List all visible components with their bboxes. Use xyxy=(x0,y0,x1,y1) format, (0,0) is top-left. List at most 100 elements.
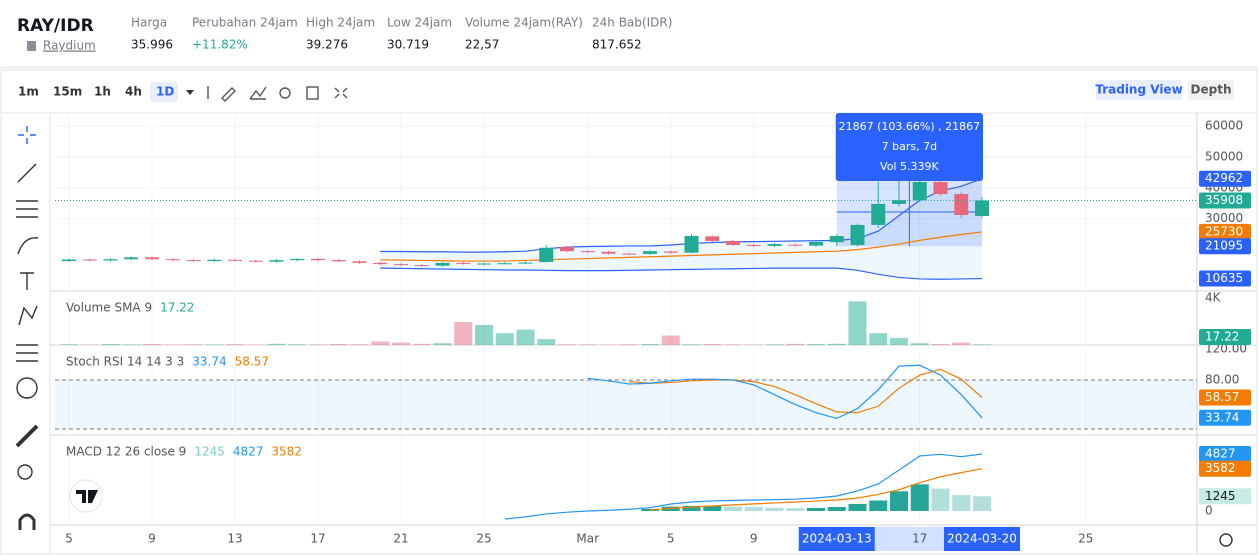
volume-bar xyxy=(620,344,639,345)
candle-body xyxy=(829,236,844,243)
line-tool[interactable] xyxy=(17,163,37,183)
x-tick-label: 17 xyxy=(310,532,325,546)
interval-button[interactable]: 1m xyxy=(18,85,39,99)
candle-body xyxy=(643,251,657,254)
stat-label: Harga xyxy=(131,16,167,30)
volume-bar xyxy=(703,344,722,345)
interval-button[interactable]: 1h xyxy=(94,85,111,99)
candle-body xyxy=(269,260,284,262)
source-link[interactable]: Raydium xyxy=(43,39,96,53)
stat-value: 817.652 xyxy=(592,38,642,52)
volume-bar xyxy=(682,344,701,345)
interval-dropdown[interactable] xyxy=(186,90,194,95)
stat-value: 39.276 xyxy=(306,38,348,52)
view-tab-bg xyxy=(1096,80,1182,100)
x-tick-label: 5 xyxy=(65,532,73,546)
fib-tool[interactable] xyxy=(16,200,38,218)
candle-body xyxy=(954,194,969,216)
forecast-tool[interactable] xyxy=(16,344,38,362)
volume-bar xyxy=(392,342,410,345)
volume-bar xyxy=(60,344,78,345)
volume-bar xyxy=(122,344,141,345)
candle-body xyxy=(975,200,989,216)
pane-legend: Stoch RSI 14 14 3 3 xyxy=(66,355,184,369)
volume-bar xyxy=(350,344,369,345)
macd-hist xyxy=(931,488,950,511)
price-tag-label: 25730 xyxy=(1205,224,1243,238)
volume-bar xyxy=(184,344,203,345)
pane-legend: 58.57 xyxy=(235,355,269,369)
candle-body xyxy=(539,247,554,262)
price-tag-label: 21095 xyxy=(1205,239,1243,253)
settings-gear[interactable] xyxy=(1219,533,1233,547)
macd-hist xyxy=(682,505,701,511)
stat-label: Perubahan 24jam xyxy=(192,16,298,30)
pattern-tool[interactable] xyxy=(18,305,38,326)
volume-bar xyxy=(454,322,473,345)
y-tick-label: 50000 xyxy=(1205,149,1243,163)
macd-line xyxy=(504,453,983,520)
y-tick-label: 30000 xyxy=(1205,211,1243,225)
candle-body xyxy=(809,241,823,246)
pane-legend: 4827 xyxy=(233,445,264,459)
candle-body xyxy=(788,244,803,246)
price-tag-label: 10635 xyxy=(1205,271,1243,285)
magnet-tool[interactable] xyxy=(18,513,36,530)
volume-bar xyxy=(910,343,929,345)
stat-label: High 24jam xyxy=(306,16,375,30)
interval-button[interactable]: 1D xyxy=(156,85,174,99)
x-tick-label: 13 xyxy=(227,532,242,546)
text-tool[interactable] xyxy=(20,272,34,290)
x-tick-label: 25 xyxy=(476,532,491,546)
fullscreen-icon[interactable] xyxy=(334,87,348,99)
y-tick-label: 0 xyxy=(1205,503,1213,517)
volume-bar xyxy=(288,344,307,345)
candle-body xyxy=(352,261,367,263)
candle-body xyxy=(290,258,305,261)
indicator-icon[interactable] xyxy=(249,86,267,100)
volume-bar xyxy=(495,333,514,345)
candle-body xyxy=(394,264,408,266)
measure-text: Vol 5.339K xyxy=(880,160,939,173)
volume-bar xyxy=(205,344,224,345)
candle-body xyxy=(518,262,533,264)
candle-body xyxy=(207,259,222,262)
pane-legend: 1245 xyxy=(194,445,225,459)
candle-body xyxy=(497,263,512,265)
pane-legend: 17.22 xyxy=(160,301,194,315)
candle-body xyxy=(103,259,118,261)
interval-button[interactable]: 15m xyxy=(53,85,82,99)
interval-button[interactable]: 4h xyxy=(125,85,142,99)
view-tab[interactable]: Trading View xyxy=(1095,83,1182,97)
brush-tool[interactable] xyxy=(17,237,39,255)
x-tick-label: 17 xyxy=(912,532,927,546)
view-tab[interactable]: Depth xyxy=(1191,83,1232,97)
zoom-tool[interactable] xyxy=(17,464,33,480)
macd-hist xyxy=(765,507,784,511)
macd-hist xyxy=(744,507,763,511)
macd-hist xyxy=(641,508,659,511)
stat-value: 35.996 xyxy=(131,38,173,52)
volume-bar xyxy=(952,342,971,345)
volume-bar xyxy=(226,344,244,345)
save-icon[interactable] xyxy=(306,86,319,100)
volume-bar xyxy=(661,335,680,345)
macd-hist xyxy=(786,508,805,511)
crosshair-tool[interactable] xyxy=(18,126,36,144)
volume-bar xyxy=(537,339,556,345)
ruler-tool[interactable] xyxy=(15,424,39,448)
macd-hist xyxy=(973,496,991,511)
brush-icon[interactable] xyxy=(221,87,236,102)
candle-body xyxy=(435,262,450,266)
settings-icon[interactable] xyxy=(279,87,291,99)
volume-bar xyxy=(412,343,431,345)
emoji-tool[interactable] xyxy=(16,377,38,399)
x-tick-label: 9 xyxy=(750,532,758,546)
chart-panel xyxy=(2,71,1256,553)
stoch-d xyxy=(629,368,983,414)
price-tag xyxy=(1199,270,1251,287)
stoch-band-fill xyxy=(55,379,1197,430)
pair: RAY/IDR xyxy=(17,16,94,36)
macd-hist xyxy=(869,500,888,511)
